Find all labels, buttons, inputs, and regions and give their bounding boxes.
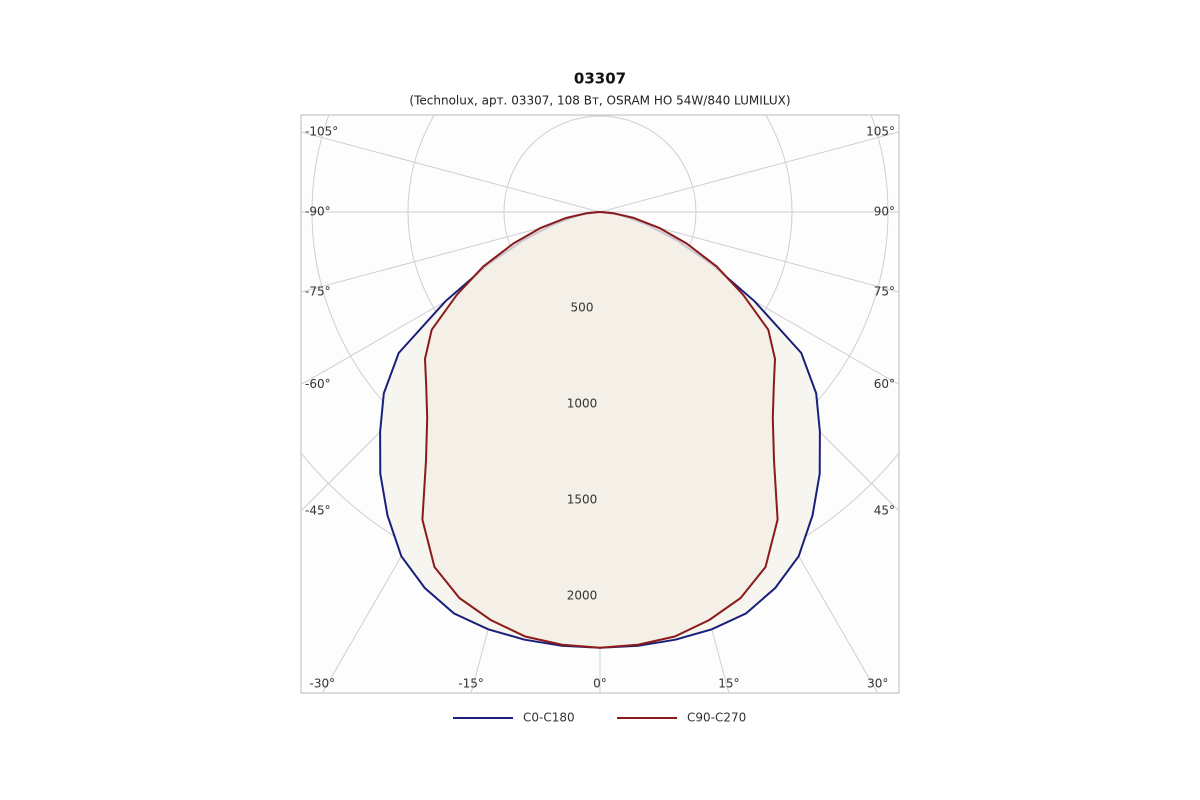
chart-title: 03307 xyxy=(574,70,626,88)
angle-tick-label: 0° xyxy=(593,677,607,691)
angle-tick-label: 45° xyxy=(874,504,895,518)
angle-tick-label: 60° xyxy=(874,377,895,391)
chart-subtitle: (Technolux, арт. 03307, 108 Вт, OSRAM HO… xyxy=(409,94,790,108)
grid-ray xyxy=(301,131,601,213)
angle-tick-label: 30° xyxy=(867,677,888,691)
labels: 500 1000 1500 2000 -105° -90° -75° -60° -45° -30°… xyxy=(305,125,895,691)
angle-tick-label: -105° xyxy=(305,125,338,139)
curves xyxy=(379,210,821,649)
r-tick-label: 1000 xyxy=(567,397,598,411)
angle-tick-label: 90° xyxy=(874,205,895,219)
angle-tick-label: -15° xyxy=(458,677,484,691)
legend-label: C90-C270 xyxy=(687,711,746,725)
angle-tick-label: -60° xyxy=(305,377,331,391)
grid-ray xyxy=(599,131,899,213)
angle-tick-label: -45° xyxy=(305,504,331,518)
r-tick-label: 2000 xyxy=(567,589,598,603)
legend: C0-C180 C90-C270 xyxy=(453,711,746,725)
angle-tick-label: 105° xyxy=(866,125,895,139)
angle-tick-label: -75° xyxy=(305,285,331,299)
r-tick-label: 1500 xyxy=(567,493,598,507)
angle-tick-label: -30° xyxy=(309,677,335,691)
intensity-curve xyxy=(421,210,779,649)
angle-tick-label: -90° xyxy=(305,205,331,219)
angle-tick-label: 15° xyxy=(718,677,739,691)
angle-tick-label: 75° xyxy=(874,285,895,299)
r-tick-label: 500 xyxy=(571,301,594,315)
legend-label: C0-C180 xyxy=(523,711,575,725)
